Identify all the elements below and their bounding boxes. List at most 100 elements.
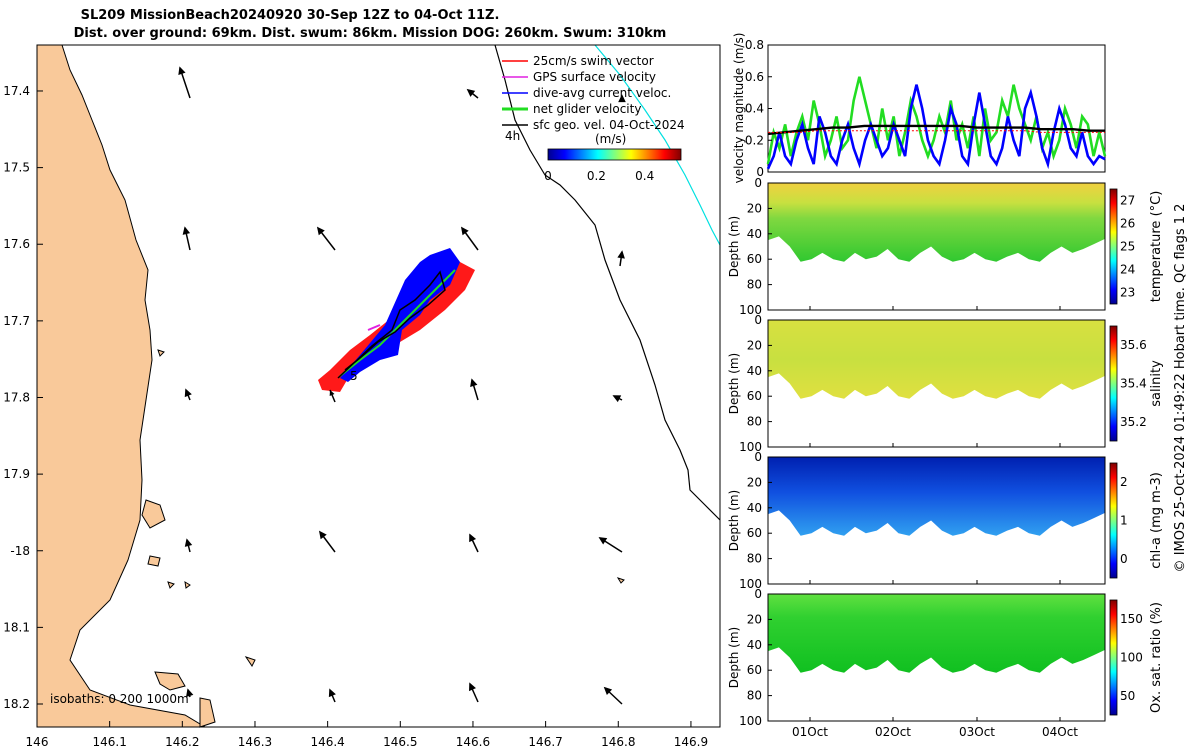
section-colorbar bbox=[1109, 325, 1118, 442]
section-colorbar-label: temperature (°C) bbox=[1149, 191, 1164, 303]
section-y-tick-label: 40 bbox=[747, 638, 762, 652]
map-x-tick-label: 146.7 bbox=[528, 735, 562, 749]
arrowhead bbox=[460, 226, 469, 236]
colorbar-gradient bbox=[547, 148, 682, 161]
arrowhead bbox=[603, 686, 613, 695]
section-y-tick-label: 100 bbox=[739, 714, 762, 728]
arrowhead bbox=[618, 94, 626, 103]
section-colorbar-tick-label: 23 bbox=[1120, 286, 1135, 300]
map-legend: 25cm/s swim vector GPS surface velocity … bbox=[502, 54, 685, 132]
velocity-series-line bbox=[766, 84, 1106, 170]
map-x-tick-label: 146.5 bbox=[383, 735, 417, 749]
section-y-tick-label: 20 bbox=[747, 475, 762, 489]
glider-track bbox=[318, 248, 475, 403]
section-colorbar bbox=[1109, 462, 1118, 579]
section-ylabel: Depth (m) bbox=[727, 490, 741, 551]
arrowhead bbox=[184, 388, 192, 398]
section-y-tick-label: 100 bbox=[739, 440, 762, 454]
legend-label-gps: GPS surface velocity bbox=[533, 70, 656, 84]
section-colorbar-tick-label: 2 bbox=[1120, 475, 1128, 489]
isobath-200m bbox=[494, 44, 721, 521]
section-field bbox=[768, 320, 1105, 399]
section-colorbar-tick-label: 24 bbox=[1120, 263, 1135, 277]
section-colorbar-tick-label: 0 bbox=[1120, 552, 1128, 566]
section-y-tick-label: 0 bbox=[754, 587, 762, 601]
section-x-tick-label: 01Oct bbox=[792, 725, 828, 739]
chart-title-line2: Dist. over ground: 69km. Dist. swum: 86k… bbox=[73, 26, 667, 41]
section-colorbar-tick-label: 35.6 bbox=[1120, 338, 1147, 352]
velocity-y-tick-label: 0.2 bbox=[745, 133, 764, 147]
section-y-tick-label: 100 bbox=[739, 303, 762, 317]
map-x-tick-label: 146.9 bbox=[674, 735, 708, 749]
map-y-tick-label: 17.5 bbox=[3, 161, 30, 175]
map-x-tick-label: 146.1 bbox=[92, 735, 126, 749]
section-y-tick-label: 80 bbox=[747, 278, 762, 292]
section-ylabel: Depth (m) bbox=[727, 627, 741, 688]
section-y-tick-label: 0 bbox=[754, 313, 762, 327]
velocity-y-tick-label: 0.8 bbox=[745, 38, 764, 52]
island bbox=[184, 581, 191, 589]
section-y-tick-label: 80 bbox=[747, 552, 762, 566]
velocity-series-line bbox=[766, 76, 1107, 165]
map-x-tick-label: 146 bbox=[26, 735, 49, 749]
section-x-tick-label: 02Oct bbox=[875, 725, 911, 739]
credit-text: © IMOS 25-Oct-2024 01:49:22 Hobart time.… bbox=[1173, 204, 1188, 573]
section-axes-box bbox=[767, 319, 1106, 448]
map-y-tick-label: 18.1 bbox=[3, 620, 30, 634]
section-panel: 0 20 40 60 80 100 Depth (m) 01Oct 02Oct 03Oct 04Oc… bbox=[727, 587, 1164, 739]
arrowhead bbox=[318, 530, 327, 540]
gps-surface-velocity bbox=[367, 324, 381, 331]
section-colorbar-tick-label: 26 bbox=[1120, 217, 1135, 231]
section-colorbar-tick-label: 35.4 bbox=[1120, 377, 1147, 391]
section-y-tick-label: 40 bbox=[747, 501, 762, 515]
section-colorbar bbox=[1109, 188, 1118, 305]
legend-label-sfc: sfc geo. vel. 04-Oct-2024 bbox=[533, 118, 685, 132]
section-colorbar-tick-label: 35.2 bbox=[1120, 415, 1147, 429]
map-y-tick-label: 17.4 bbox=[3, 84, 30, 98]
velocity-series-line bbox=[768, 130, 1105, 133]
island bbox=[616, 577, 625, 584]
island bbox=[199, 697, 216, 728]
colorbar-tick-label: 0.4 bbox=[635, 169, 654, 183]
section-y-tick-label: 20 bbox=[747, 201, 762, 215]
arrowhead bbox=[329, 390, 335, 396]
section-y-tick-label: 60 bbox=[747, 389, 762, 403]
section-panel: 0 20 40 60 80 100 Depth (m) 2 1 0 chl-a (mg m-3) bbox=[727, 450, 1164, 591]
arrowhead bbox=[186, 688, 194, 697]
arrowhead bbox=[182, 226, 191, 235]
map-panel: 4h 5 146 146.1 146.2 146.3 146.4 146.5 146.6 14… bbox=[3, 44, 721, 749]
section-colorbar-tick-label: 25 bbox=[1120, 240, 1135, 254]
velocity-ylabel: velocity magnitude (m/s) bbox=[732, 33, 746, 184]
section-y-tick-label: 0 bbox=[754, 176, 762, 190]
velocity-series bbox=[766, 76, 1107, 170]
section-y-tick-label: 60 bbox=[747, 252, 762, 266]
section-y-tick-label: 40 bbox=[747, 364, 762, 378]
section-y-tick-label: 80 bbox=[747, 415, 762, 429]
arrowhead bbox=[612, 395, 622, 403]
section-axes-box bbox=[767, 593, 1106, 722]
legend-label-net: net glider velocity bbox=[533, 102, 641, 116]
section-ylabel: Depth (m) bbox=[727, 353, 741, 414]
isobaths-label: isobaths: 0 200 1000m bbox=[50, 692, 189, 706]
section-y-tick-label: 0 bbox=[754, 450, 762, 464]
velocity-series-line bbox=[767, 124, 1105, 136]
map-y-ticks: 17.4 17.5 17.6 17.7 17.8 17.9 -18 18.1 18.2 bbox=[3, 84, 43, 711]
start-label: 4h bbox=[505, 129, 520, 143]
section-colorbar-label: chl-a (mg m-3) bbox=[1149, 472, 1164, 569]
map-x-tick-label: 146.4 bbox=[310, 735, 344, 749]
map-y-tick-label: 17.6 bbox=[3, 237, 30, 251]
section-field bbox=[768, 594, 1105, 673]
arrowhead bbox=[466, 88, 476, 97]
arrowhead bbox=[469, 533, 477, 543]
section-y-tick-label: 20 bbox=[747, 338, 762, 352]
velocity-colorbar: (m/s) 0 0.2 0.4 bbox=[544, 132, 682, 183]
island bbox=[141, 499, 166, 529]
velocity-y-tick-label: 0.6 bbox=[745, 70, 764, 84]
section-x-tick-label: 04Oct bbox=[1042, 725, 1078, 739]
section-colorbar-tick-label: 150 bbox=[1120, 612, 1143, 626]
colorbar-tick-label: 0.2 bbox=[587, 169, 606, 183]
island bbox=[147, 555, 161, 567]
arrowhead bbox=[470, 378, 478, 387]
